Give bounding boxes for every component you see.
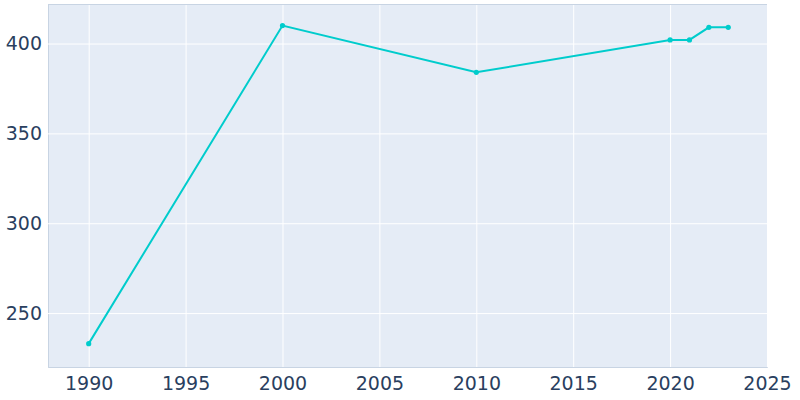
- tick: 1990: [65, 4, 113, 394]
- tick: 2005: [356, 4, 404, 394]
- grid-line: [476, 4, 477, 367]
- grid-line: [670, 4, 671, 367]
- tick-label: 250: [6, 302, 42, 324]
- grid-line: [282, 4, 283, 367]
- tick: 2020: [646, 4, 694, 394]
- tick: 250: [6, 302, 767, 324]
- marker: [667, 37, 672, 42]
- tick: 1995: [162, 4, 210, 394]
- tick-label: 1995: [162, 372, 210, 394]
- marker: [280, 23, 285, 28]
- marker: [706, 25, 711, 30]
- tick-label: 2000: [259, 372, 307, 394]
- plot-background: [48, 4, 767, 367]
- grid-line: [48, 313, 767, 314]
- grid-line: [48, 44, 767, 45]
- marker: [687, 37, 692, 42]
- grid-line: [573, 4, 574, 367]
- tick-label: 1990: [65, 372, 113, 394]
- axis-line: [49, 4, 768, 368]
- series: [86, 23, 731, 346]
- tick-label: 350: [6, 122, 42, 144]
- grid-line: [379, 4, 380, 367]
- x-axis: 1990 1995 2000 2005 2010 2015 2020 2025: [49, 4, 792, 394]
- y-axis: 250 300 350 400: [6, 5, 767, 368]
- marker: [86, 341, 91, 346]
- marker: [726, 25, 731, 30]
- grid-line: [48, 223, 767, 224]
- tick: 350: [6, 122, 767, 144]
- marker: [474, 70, 479, 75]
- tick: 2015: [550, 4, 598, 394]
- line: [89, 26, 729, 344]
- tick-label: 2010: [453, 372, 501, 394]
- tick-label: 2005: [356, 372, 404, 394]
- axis-line: [49, 5, 768, 368]
- tick-label: 2015: [550, 372, 598, 394]
- tick: 2000: [259, 4, 307, 394]
- tick-label: 2020: [646, 372, 694, 394]
- tick-label: 400: [6, 32, 42, 54]
- tick: 2010: [453, 4, 501, 394]
- tick: 2025: [743, 4, 791, 394]
- grid-line: [767, 4, 768, 367]
- tick: 300: [6, 212, 767, 234]
- tick-label: 2025: [743, 372, 791, 394]
- grid-line: [48, 133, 767, 134]
- tick-label: 300: [6, 212, 42, 234]
- chart: 1990 1995 2000 2005 2010 2015 2020 2025 250 300 35…: [0, 0, 800, 400]
- grid-line: [89, 4, 90, 367]
- plot: 1990 1995 2000 2005 2010 2015 2020 2025 250 300 35…: [6, 4, 792, 394]
